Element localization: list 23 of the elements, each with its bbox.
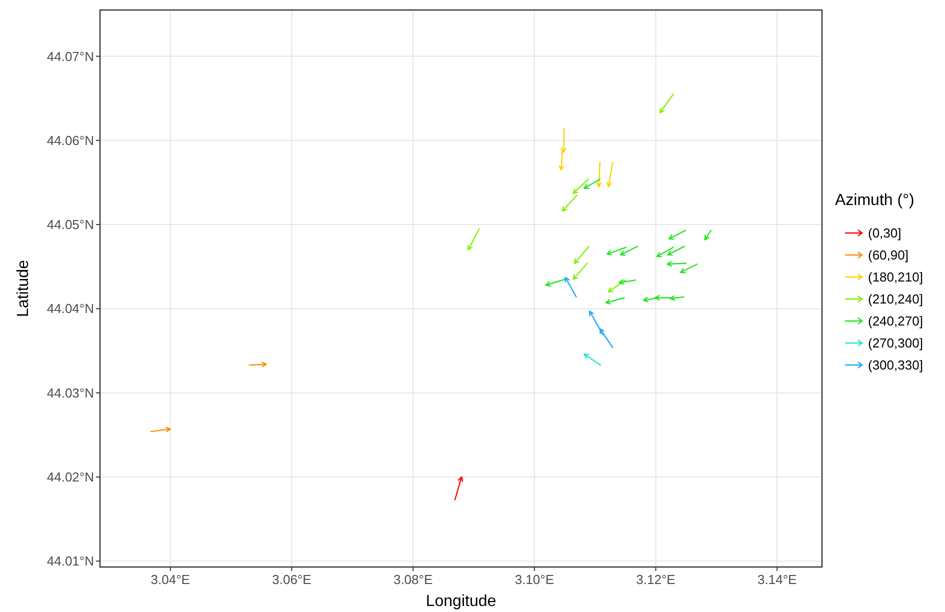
x-tick-label: 3.08°E [393,572,433,587]
x-axis-title: Longitude [426,593,496,610]
legend-label: (180,210] [868,270,923,285]
y-tick-label: 44.07°N [46,48,94,64]
y-tick-label: 44.02°N [46,470,94,485]
y-tick-label: 44.04°N [46,301,94,316]
legend-label: (210,240] [868,292,923,307]
x-tick-label: 3.10°E [514,572,554,587]
y-axis-title: Latitude [15,260,32,317]
y-tick-label: 44.05°N [46,217,94,232]
legend-label: (0,30] [868,226,902,241]
x-tick-label: 3.04°E [150,572,190,587]
y-tick-label: 44.06°N [46,132,94,148]
legend-label: (300,330] [868,358,923,373]
x-tick-label: 3.14°E [758,572,798,587]
y-tick-label: 44.01°N [46,554,94,569]
legend-label: (240,270] [868,314,923,329]
y-tick-label: 44.03°N [46,385,94,400]
x-tick-label: 3.06°E [272,572,312,587]
legend-title: Azimuth (°) [835,192,914,209]
legend-label: (60,90] [868,248,908,263]
x-tick-label: 3.12°E [636,572,676,587]
legend-label: (270,300] [868,336,923,351]
